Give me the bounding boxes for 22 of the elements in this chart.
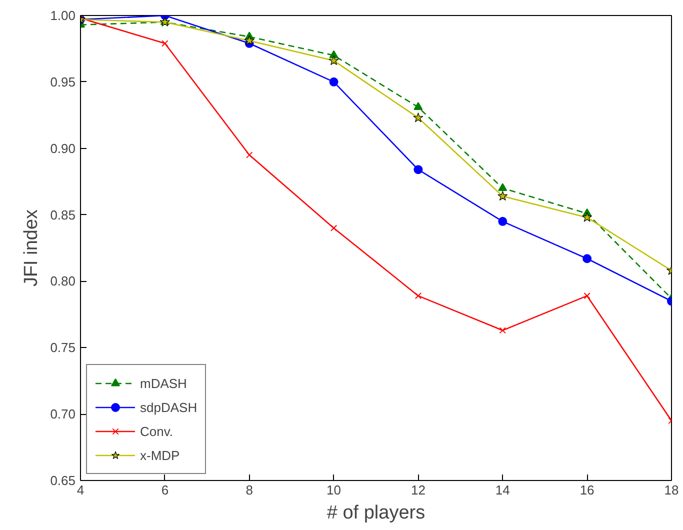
y-tick-label: 0.85: [50, 207, 76, 222]
legend-label: mDASH: [140, 376, 187, 390]
y-tick-label: 0.70: [50, 406, 76, 422]
y-tick-label: 0.95: [50, 74, 76, 90]
x-tick-label: 16: [580, 482, 594, 498]
x-axis-title: # of players: [326, 502, 426, 524]
y-tick-label: 0.80: [50, 274, 76, 289]
legend-label: sdpDASH: [140, 400, 198, 414]
x-tick-label: 8: [246, 482, 253, 498]
y-tick-label: 0.65: [50, 473, 76, 488]
x-tick-label: 12: [410, 482, 426, 498]
y-axis-title: JFI index: [21, 208, 42, 287]
legend-label: Conv.: [140, 424, 173, 438]
y-tick-label: 0.90: [50, 140, 76, 156]
x-tick-label: 14: [495, 482, 510, 498]
x-tick-label: 4: [76, 482, 84, 498]
y-tick-label: 1.00: [50, 8, 76, 23]
x-tick-label: 10: [326, 482, 342, 498]
legend-label: x-MDP: [140, 448, 180, 462]
x-tick-label: 18: [664, 482, 679, 498]
y-tick-label: 0.75: [50, 340, 76, 356]
x-tick-label: 6: [161, 482, 169, 498]
